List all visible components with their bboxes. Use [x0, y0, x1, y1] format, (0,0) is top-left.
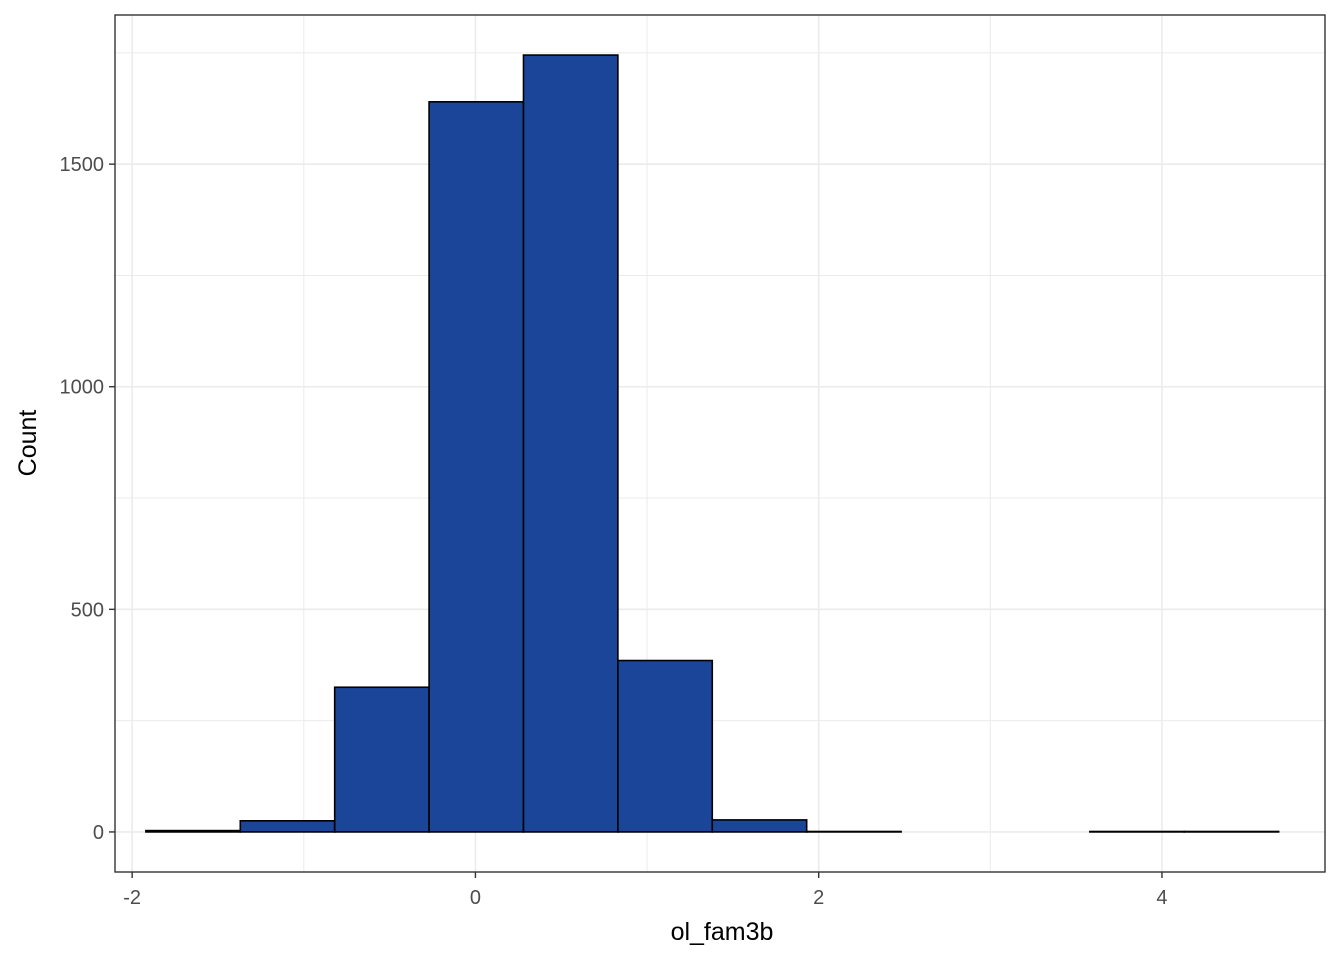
histogram-bar-1 [239, 820, 336, 833]
panel-frame [114, 14, 1326, 873]
y-tick-label: 1500 [60, 154, 105, 176]
x-tick-label: 0 [470, 887, 481, 909]
x-tick-label: -2 [123, 887, 141, 909]
panel-background [115, 15, 1325, 872]
histogram-bar-6 [711, 819, 808, 833]
histogram-bar-2 [333, 686, 430, 833]
y-tick-label: 500 [71, 599, 104, 621]
y-tick-label: 1000 [60, 377, 105, 399]
minor-gridlines [115, 15, 1325, 872]
y-axis-title: Count [14, 410, 42, 477]
histogram-bars [145, 54, 1280, 833]
x-axis-title: ol_fam3b [671, 918, 774, 946]
panel-fill [115, 15, 1325, 872]
x-axis-ticks: -2 0 2 4 [123, 872, 1168, 909]
x-tick-label: 4 [1156, 887, 1167, 909]
histogram-bar-0 [145, 829, 242, 833]
y-axis-ticks: 0 500 1000 1500 [60, 154, 115, 844]
histogram-bar-5 [617, 659, 714, 833]
histogram-bar-3 [428, 101, 525, 833]
histogram-bar-4 [522, 54, 619, 833]
x-tick-label: 2 [813, 887, 824, 909]
y-tick-label: 0 [93, 822, 104, 844]
panel-border [114, 14, 1326, 873]
